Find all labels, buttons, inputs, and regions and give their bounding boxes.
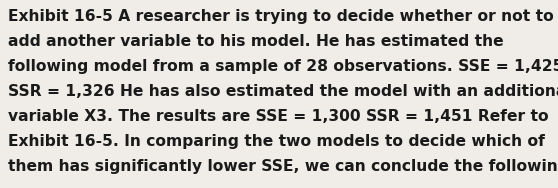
Text: add another variable to his model. He has estimated the: add another variable to his model. He ha… (8, 34, 503, 49)
Text: Exhibit 16-5 A researcher is trying to decide whether or not to: Exhibit 16-5 A researcher is trying to d… (8, 9, 554, 24)
Text: following model from a sample of 28 observations. SSE = 1,425: following model from a sample of 28 obse… (8, 59, 558, 74)
Text: them has significantly lower SSE, we can conclude the following:: them has significantly lower SSE, we can… (8, 159, 558, 174)
Text: Exhibit 16-5. In comparing the two models to decide which of: Exhibit 16-5. In comparing the two model… (8, 134, 545, 149)
Text: SSR = 1,326 He has also estimated the model with an additional: SSR = 1,326 He has also estimated the mo… (8, 84, 558, 99)
Text: variable X3. The results are SSE = 1,300 SSR = 1,451 Refer to: variable X3. The results are SSE = 1,300… (8, 109, 548, 124)
